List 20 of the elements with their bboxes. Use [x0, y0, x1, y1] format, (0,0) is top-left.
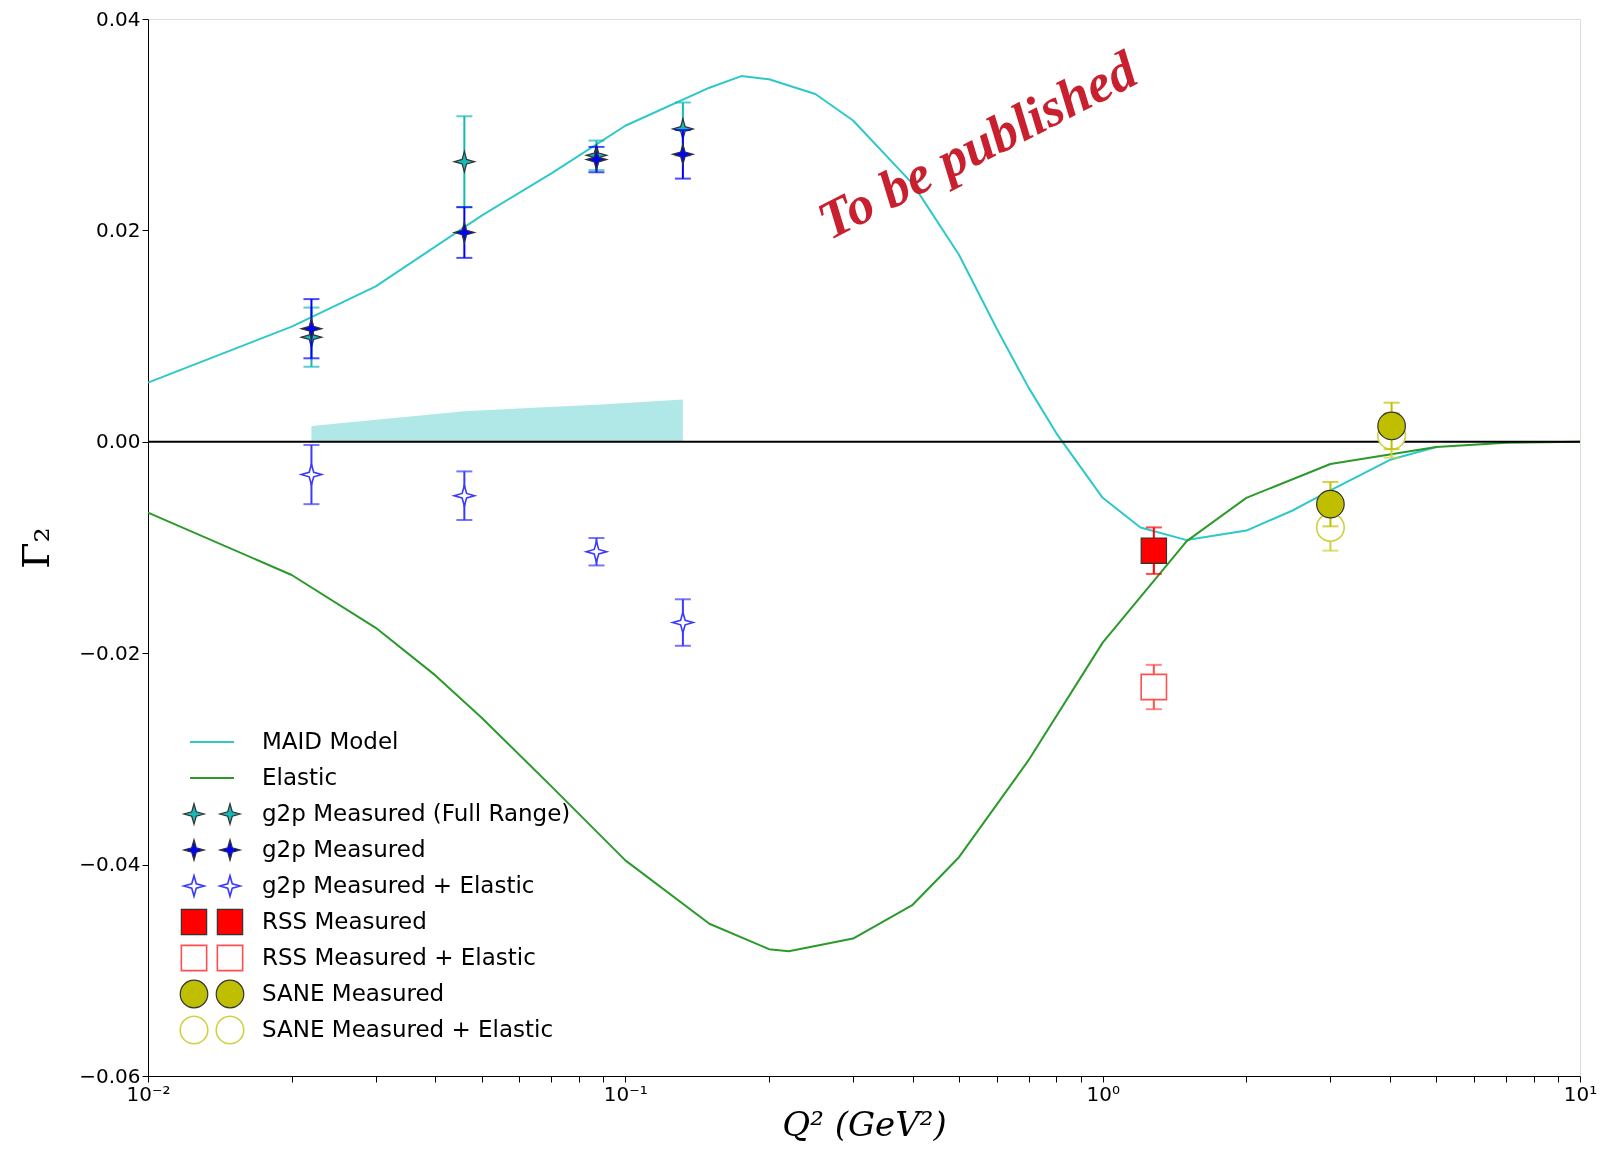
y-axis-title: Γ₂: [14, 527, 59, 569]
legend-label: SANE Measured + Elastic: [262, 1016, 554, 1042]
legend-label: g2p Measured + Elastic: [262, 872, 535, 898]
y-tick-label: 0.04: [95, 6, 141, 31]
x-tick-label: 10¹: [1563, 1081, 1598, 1106]
legend-label: Elastic: [262, 764, 338, 790]
y-tick-label: −0.02: [79, 640, 141, 665]
y-tick-label: −0.06: [79, 1063, 141, 1088]
legend-label: SANE Measured: [262, 980, 445, 1006]
legend-label: RSS Measured: [262, 908, 427, 934]
legend-label: g2p Measured: [262, 836, 426, 862]
y-tick-label: 0.02: [95, 217, 141, 242]
x-axis-title: Q² (GeV²): [782, 1103, 947, 1144]
x-tick-label: 10⁻¹: [603, 1081, 648, 1106]
legend-label: RSS Measured + Elastic: [262, 944, 536, 970]
legend-label: MAID Model: [262, 728, 399, 754]
y-tick-label: 0.00: [95, 429, 141, 454]
legend-label: g2p Measured (Full Range): [262, 800, 571, 826]
y-tick-label: −0.04: [79, 852, 141, 877]
x-tick-label: 10⁰: [1086, 1081, 1120, 1106]
